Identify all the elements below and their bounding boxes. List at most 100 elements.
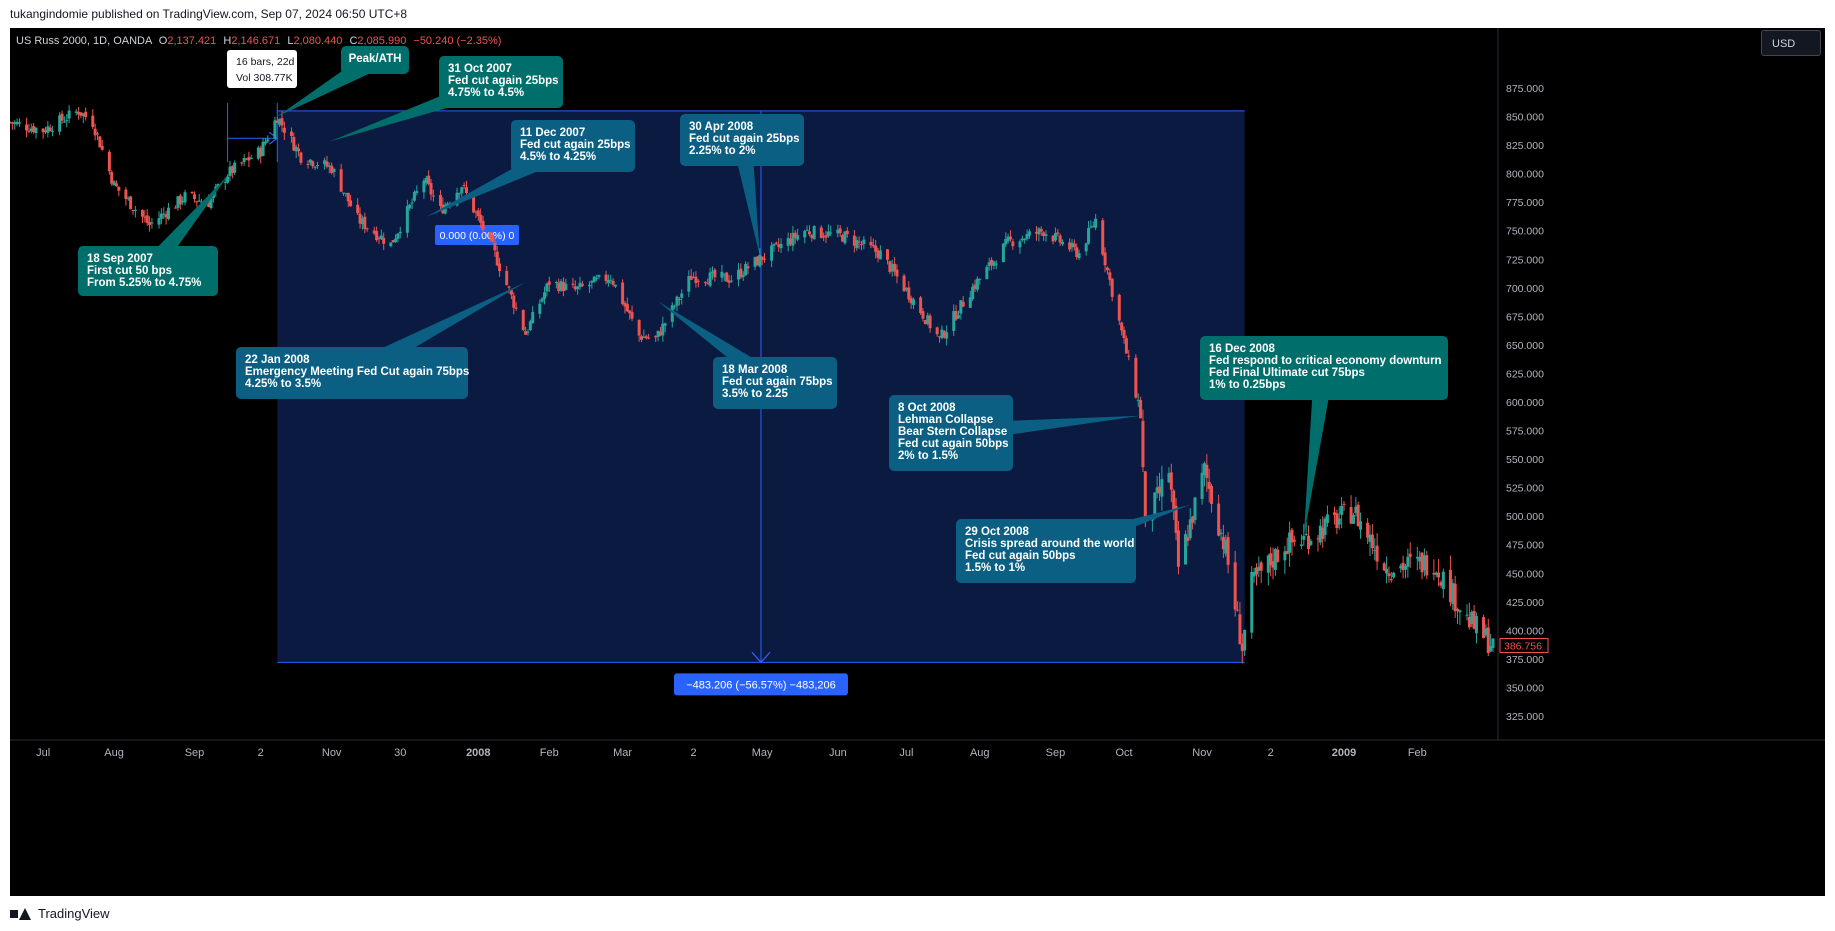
candle-body [841, 235, 845, 242]
candle-body [1207, 481, 1211, 489]
candle-body [65, 120, 69, 122]
candle-body [942, 330, 946, 338]
candle-body [1172, 490, 1176, 510]
candle-body [576, 286, 580, 290]
candle-body [597, 275, 601, 277]
candle-body [10, 122, 14, 124]
time-axis[interactable]: Jul Aug Sep 2 Nov 30 2008 Feb Mar 2 May Jun Jul Aug Se… [10, 739, 1825, 759]
candle-body [498, 263, 502, 272]
callout-text: 4.5% to 4.25% [520, 151, 596, 163]
candle-body [902, 275, 906, 292]
candle-body [292, 136, 296, 151]
candle-body [315, 165, 319, 167]
candle-body [190, 191, 194, 194]
candle-body [424, 177, 428, 184]
candle-body [74, 111, 78, 113]
candle-body [961, 301, 965, 307]
legend-c-label: C [349, 35, 357, 47]
callout-text: Fed cut again 50bps [965, 550, 1076, 562]
candle-body [166, 207, 170, 220]
candle-body [415, 191, 419, 193]
candle-body [871, 245, 875, 247]
candle-body [365, 228, 369, 230]
measure-arrow-head [751, 651, 771, 664]
candle-body [807, 231, 811, 235]
candle-body [332, 169, 336, 173]
candle-body [1008, 236, 1012, 240]
candle-body [1061, 241, 1065, 245]
candle-body [736, 269, 740, 280]
candle-body [886, 249, 890, 260]
callout-text: 16 Dec 2008 [1209, 343, 1275, 355]
candle-body [1288, 532, 1292, 553]
candle-body [696, 280, 700, 282]
time-tick-label: Feb [1408, 747, 1427, 759]
candle-body [389, 242, 393, 247]
candle-body [323, 160, 327, 165]
candle-body [1340, 505, 1344, 515]
candle-body [1472, 610, 1476, 629]
candle-body [1484, 628, 1488, 636]
callout-box [439, 56, 563, 108]
chart-area[interactable]: −483.206 (−56.57%) −483,206 16 bars, 22d V… [10, 28, 1825, 896]
currency-button[interactable]: USD [1761, 30, 1821, 56]
price-axis[interactable]: 325.000 350.000 375.000 400.000 425.000 450.0… [1497, 28, 1549, 740]
time-tick-label: Sep [1046, 747, 1066, 759]
candle-body [1037, 228, 1041, 235]
candle-body [1139, 400, 1143, 419]
candle-body [727, 280, 731, 283]
candle-body [708, 272, 712, 286]
candle-body [1425, 555, 1429, 576]
candle-body [829, 232, 833, 234]
candle-body [1482, 617, 1486, 638]
time-tick-label: Aug [970, 747, 990, 759]
candle-body [15, 121, 19, 125]
candle-body [240, 162, 244, 164]
candle-body [460, 187, 464, 194]
candle-body [803, 230, 807, 238]
callout-leader [732, 138, 760, 256]
candle-body [457, 193, 461, 195]
candle-body [1250, 571, 1254, 633]
candle-body [242, 158, 246, 162]
price-tick-label: 400.000 [1506, 625, 1544, 637]
candle-body [720, 271, 724, 278]
candle-body [968, 297, 972, 308]
candle-body [580, 284, 584, 286]
candle-body [1290, 529, 1294, 543]
candle-body [713, 269, 717, 278]
candle-body [174, 207, 178, 209]
time-tick-label: Nov [322, 747, 342, 759]
time-tick-label: Oct [1115, 747, 1132, 759]
candle-body [325, 161, 329, 167]
candle-body [628, 310, 632, 314]
candle-body [893, 263, 897, 272]
candle-body [779, 243, 783, 249]
candle-body [777, 244, 781, 247]
range-label-line2: Vol 308.77K [236, 72, 293, 84]
candle-body [692, 277, 696, 279]
footer[interactable]: TradingView [10, 904, 110, 924]
candle-body [1432, 572, 1436, 575]
candle-body [133, 209, 137, 211]
candle-body [1333, 512, 1337, 515]
candle-body [476, 210, 480, 217]
candle-body [1271, 561, 1275, 568]
candle-body [495, 251, 499, 266]
candle-body [590, 280, 594, 283]
price-tick-label: 775.000 [1506, 197, 1544, 209]
callout-box [236, 347, 468, 399]
candle-body [895, 269, 899, 277]
candle-body [25, 124, 29, 131]
candle-body [1486, 627, 1490, 654]
candle-body [148, 221, 152, 226]
candle-body [349, 200, 353, 207]
candle-body [545, 283, 549, 292]
time-tick-label: 2008 [466, 747, 490, 759]
price-chart[interactable]: −483.206 (−56.57%) −483,206 16 bars, 22d V… [10, 28, 1825, 896]
candle-body [1011, 241, 1015, 247]
tradingview-logo-icon [10, 908, 32, 920]
candle-body [1018, 241, 1022, 248]
candle-body [1323, 518, 1327, 535]
